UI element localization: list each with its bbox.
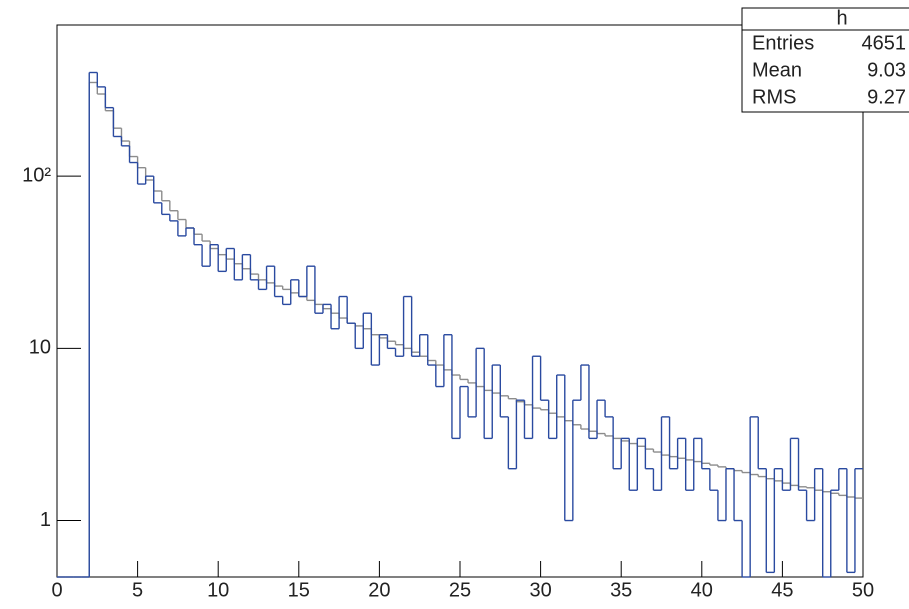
stats-label: Entries xyxy=(752,32,814,54)
stats-value: 9.27 xyxy=(867,86,906,108)
x-tick-label: 15 xyxy=(288,579,310,601)
stats-box xyxy=(741,7,909,113)
x-tick-label: 0 xyxy=(51,579,62,601)
x-tick-label: 10 xyxy=(207,579,229,601)
x-tick-label: 25 xyxy=(449,579,471,601)
x-tick-label: 45 xyxy=(771,579,793,601)
y-tick-label: 1 xyxy=(40,509,51,531)
x-tick-label: 40 xyxy=(691,579,713,601)
x-tick-label: 20 xyxy=(368,579,390,601)
x-tick-label: 5 xyxy=(132,579,143,601)
x-tick-label: 30 xyxy=(529,579,551,601)
stats-title: h xyxy=(836,7,847,29)
stats-label: Mean xyxy=(752,59,802,81)
stats-value: 9.03 xyxy=(867,59,906,81)
y-tick-label: 10² xyxy=(22,164,51,186)
x-tick-label: 50 xyxy=(852,579,874,601)
x-tick-label: 35 xyxy=(610,579,632,601)
y-tick-label: 10 xyxy=(29,337,51,359)
stats-value: 4651 xyxy=(862,32,907,54)
stats-label: RMS xyxy=(752,86,796,108)
frame xyxy=(56,24,864,578)
